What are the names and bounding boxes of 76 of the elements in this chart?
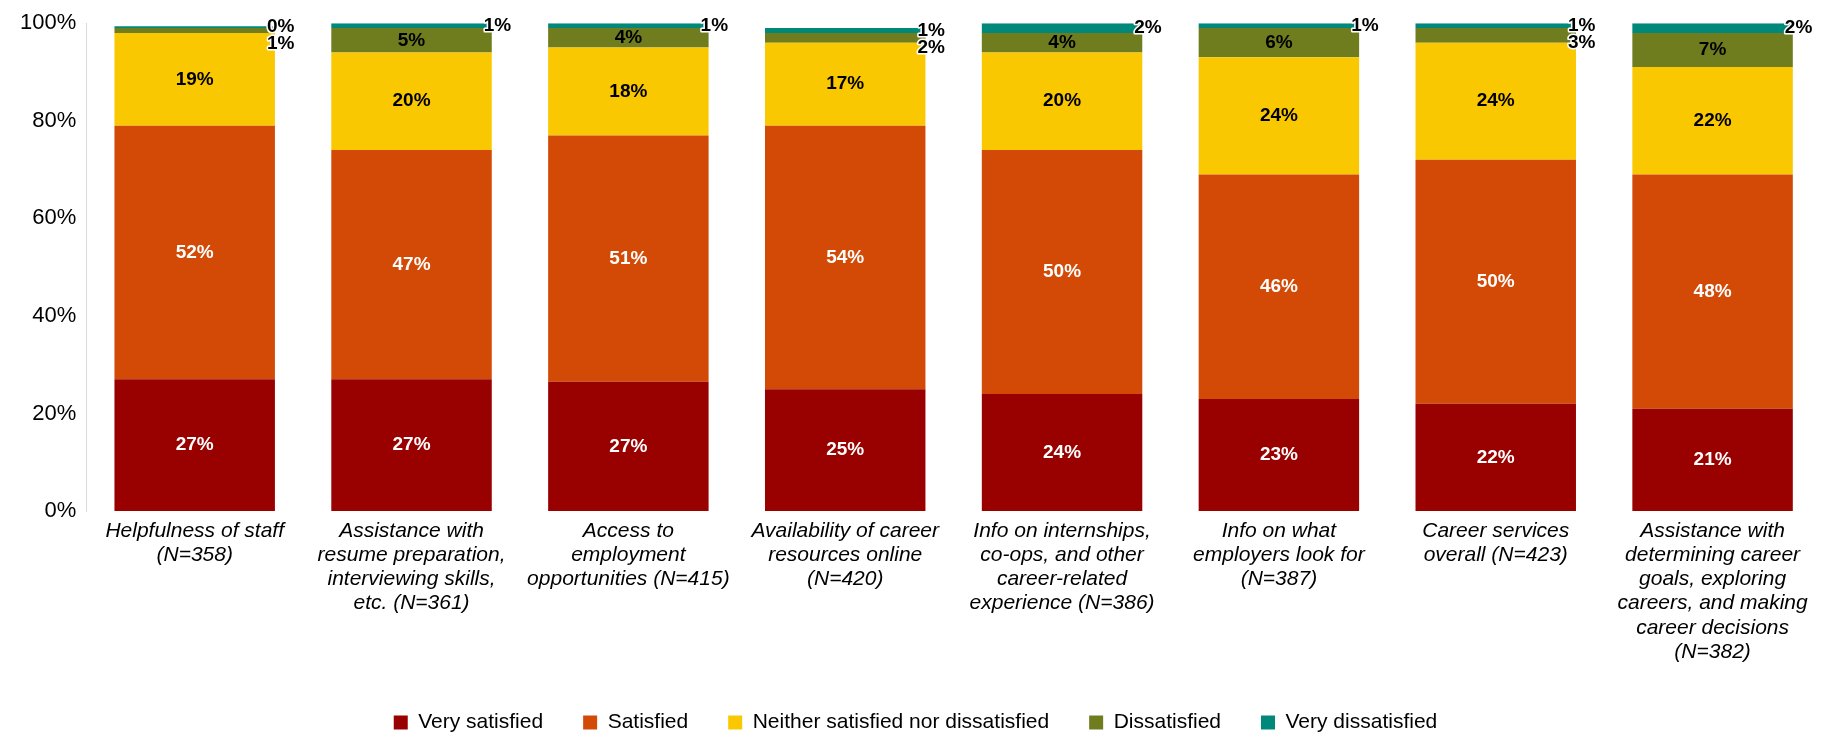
- bar: [548, 47, 709, 136]
- bar: [331, 52, 492, 151]
- bar: [548, 381, 709, 512]
- data-label: 6%: [1265, 30, 1293, 52]
- data-label: 50%: [1476, 270, 1515, 292]
- legend-label: Dissatisfied: [1113, 709, 1222, 733]
- bar: [114, 379, 275, 512]
- bar: [1198, 174, 1360, 399]
- data-label: 50%: [1043, 260, 1082, 282]
- data-label: 19%: [175, 67, 214, 89]
- data-label: 1%: [1351, 13, 1379, 35]
- bar: [331, 150, 492, 380]
- x-tick-label: Access to employment opportunities (N=415): [527, 518, 730, 590]
- bar: [981, 52, 1143, 151]
- y-tick-label: 0%: [44, 497, 77, 523]
- legend-label: Satisfied: [607, 709, 689, 733]
- data-label: 4%: [614, 26, 643, 48]
- data-label: 4%: [1048, 30, 1076, 52]
- bar: [1198, 57, 1360, 175]
- x-tick-label: Helpfulness of staff (N=358): [105, 518, 287, 566]
- data-label: 17%: [826, 72, 865, 94]
- data-label: 1%: [483, 13, 512, 35]
- x-tick-label: Info on what employers look for (N=387): [1193, 518, 1366, 590]
- x-tick-label: Career services overall (N=423): [1422, 518, 1570, 566]
- data-label: 22%: [1693, 109, 1732, 131]
- data-label: 52%: [175, 240, 214, 262]
- data-label: 23%: [1259, 443, 1299, 465]
- y-tick-label: 60%: [32, 204, 77, 230]
- data-label: 27%: [392, 433, 431, 455]
- legend-label: Very dissatisfied: [1285, 709, 1438, 733]
- data-label: 47%: [392, 252, 431, 274]
- data-label: 54%: [826, 245, 865, 267]
- bar: [764, 389, 926, 512]
- y-tick-label: 20%: [32, 399, 77, 425]
- bar: [981, 394, 1143, 512]
- data-label: 21%: [1693, 448, 1732, 470]
- bar: [1198, 398, 1360, 512]
- bar: [1415, 159, 1576, 404]
- data-label: 20%: [1043, 89, 1082, 111]
- bar: [1632, 67, 1793, 175]
- data-label: 27%: [609, 434, 648, 456]
- data-label: 0%: [266, 15, 295, 37]
- data-label: 46%: [1259, 274, 1299, 296]
- bar: [1632, 408, 1793, 512]
- data-label: 24%: [1476, 89, 1515, 111]
- x-tick-label: Info on internships, co-ops, and other career-related experience (N=386): [969, 518, 1155, 614]
- data-label: 1%: [1567, 13, 1596, 35]
- data-label: 48%: [1693, 279, 1732, 301]
- data-label: 27%: [175, 433, 214, 455]
- bar: [548, 135, 709, 382]
- data-label: 1%: [700, 13, 729, 35]
- bar: [1415, 403, 1576, 512]
- data-label: 51%: [609, 246, 648, 268]
- x-tick-label: Assistance with resume preparation, interviewing skills, etc. (N=361): [317, 518, 506, 614]
- data-label: 18%: [609, 79, 648, 101]
- y-tick-label: 80%: [32, 106, 77, 132]
- data-label: 20%: [392, 89, 431, 111]
- y-tick-label: 40%: [32, 302, 77, 327]
- bar: [1632, 32, 1793, 68]
- data-label: 25%: [826, 438, 865, 460]
- x-tick-label: Assistance with determining career goals, exploring careers, and making career decisions (N=382): [1617, 518, 1809, 662]
- legend-label: Very satisfied: [418, 709, 544, 733]
- data-label: 22%: [1476, 445, 1515, 467]
- y-tick-label: 100%: [19, 9, 77, 35]
- x-tick-label: Availability of career resources online (N=420): [749, 518, 940, 590]
- bar: [981, 150, 1143, 394]
- bar: [764, 125, 926, 390]
- data-label: 24%: [1259, 104, 1299, 126]
- data-label: 24%: [1043, 440, 1082, 462]
- bar: [331, 379, 492, 512]
- data-label: 7%: [1698, 38, 1727, 60]
- data-label: 1%: [917, 18, 946, 40]
- legend-label: Neither satisfied nor dissatisfied: [752, 709, 1050, 733]
- bar: [1632, 174, 1793, 409]
- bar: [114, 125, 275, 380]
- data-label: 5%: [397, 28, 426, 50]
